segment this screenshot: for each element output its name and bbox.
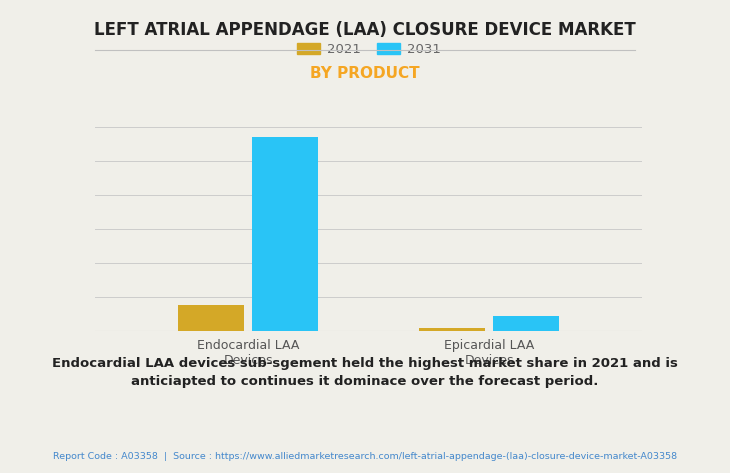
Text: LEFT ATRIAL APPENDAGE (LAA) CLOSURE DEVICE MARKET: LEFT ATRIAL APPENDAGE (LAA) CLOSURE DEVI… [94, 21, 636, 39]
Bar [419, 328, 485, 331]
Text: BY PRODUCT: BY PRODUCT [310, 66, 420, 81]
Legend: 2021, 2031: 2021, 2031 [291, 37, 446, 61]
Bar [253, 137, 318, 331]
Bar [178, 305, 244, 331]
Bar [493, 316, 559, 331]
Text: Report Code : A03358  |  Source : https://www.alliedmarketresearch.com/left-atri: Report Code : A03358 | Source : https://… [53, 452, 677, 461]
Text: Endocardial LAA devices sub-sgement held the highest market share in 2021 and is: Endocardial LAA devices sub-sgement held… [52, 357, 678, 388]
